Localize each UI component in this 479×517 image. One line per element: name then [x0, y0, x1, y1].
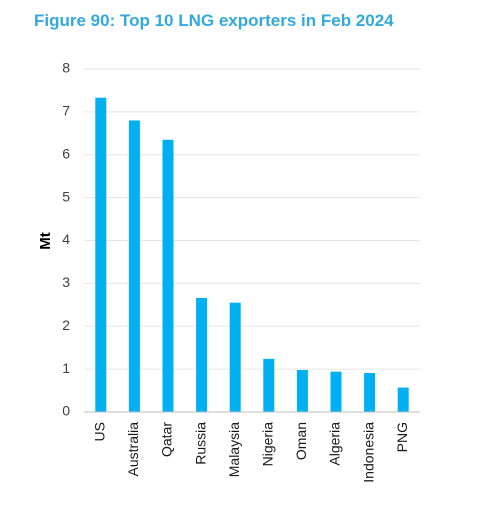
y-tick-label: 5 — [62, 188, 70, 204]
bar-australia — [128, 120, 140, 412]
x-tick-labels: US Australia Qatar Russia Malaysia Nigeria Oma… — [92, 422, 410, 483]
y-tick-labels: 0 1 2 3 4 5 6 7 8 — [62, 60, 70, 419]
bar-indonesia — [364, 372, 376, 412]
x-tick-label: US — [92, 422, 108, 441]
x-tick-label: Algeria — [327, 422, 343, 466]
x-tick-label: Indonesia — [360, 422, 376, 483]
bar-us — [95, 97, 107, 412]
bar-malaysia — [229, 302, 241, 412]
y-axis-label: Mt — [37, 232, 54, 250]
y-tick-label: 3 — [62, 274, 70, 290]
x-tick-label: Nigeria — [260, 422, 276, 467]
y-tick-label: 8 — [62, 60, 70, 76]
x-tick-label: Australia — [125, 422, 141, 477]
bar-png — [397, 387, 409, 412]
x-tick-label: PNG — [394, 422, 410, 452]
bar-russia — [196, 297, 208, 412]
y-tick-label: 0 — [62, 403, 70, 419]
y-tick-label: 7 — [62, 103, 70, 119]
y-tick-label: 1 — [62, 360, 70, 376]
y-tick-label: 2 — [62, 317, 70, 333]
bar-nigeria — [263, 358, 275, 412]
x-tick-label: Malaysia — [226, 422, 242, 477]
x-tick-label: Oman — [293, 422, 309, 460]
bar-qatar — [162, 139, 174, 412]
y-tick-label: 4 — [62, 231, 70, 247]
chart-title: Figure 90: Top 10 LNG exporters in Feb 2… — [34, 11, 394, 30]
bar-algeria — [330, 371, 342, 412]
bars — [95, 97, 409, 412]
x-tick-label: Russia — [192, 422, 208, 465]
x-tick-label: Qatar — [159, 422, 175, 457]
y-tick-label: 6 — [62, 145, 70, 161]
bar-oman — [296, 369, 308, 412]
gridlines — [84, 68, 420, 370]
